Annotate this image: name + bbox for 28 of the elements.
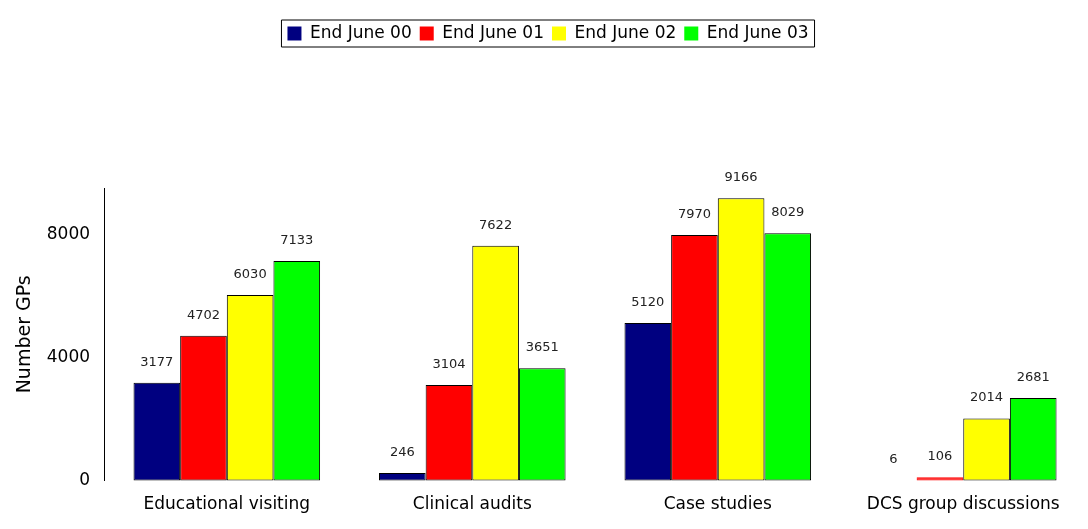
legend-label: End June 01: [442, 21, 545, 42]
data-label: 5120: [631, 293, 665, 309]
legend-label: End June 03: [706, 21, 809, 42]
x-tick-label: DCS group discussions: [866, 493, 1060, 514]
data-label: 2014: [970, 389, 1004, 405]
data-label: 6: [889, 451, 898, 467]
y-tick-label: 8000: [46, 222, 91, 243]
data-label: 3651: [525, 339, 559, 355]
data-label: 7133: [280, 231, 314, 247]
data-label: 6030: [233, 265, 267, 281]
data-label: 7970: [677, 206, 711, 221]
y-axis-title: Number GPs: [12, 275, 35, 394]
legend-label: End June 00: [309, 21, 412, 42]
x-tick-label: Clinical audits: [412, 493, 532, 514]
data-label: 4702: [186, 306, 221, 322]
x-tick-label: Educational visiting: [143, 493, 311, 514]
data-label: 2681: [1016, 368, 1050, 384]
data-label: 3104: [432, 355, 466, 371]
data-label: 8029: [771, 204, 805, 220]
y-tick-label: 4000: [46, 345, 91, 366]
x-tick-label: Case studies: [663, 493, 772, 514]
legend-label: End June 02: [574, 21, 677, 42]
y-tick-label: 0: [79, 469, 91, 490]
data-label: 9166: [724, 169, 758, 185]
data-label: 106: [927, 448, 953, 464]
data-label: 7622: [479, 216, 513, 232]
data-label: 3177: [140, 353, 174, 369]
data-label: 246: [389, 443, 415, 459]
